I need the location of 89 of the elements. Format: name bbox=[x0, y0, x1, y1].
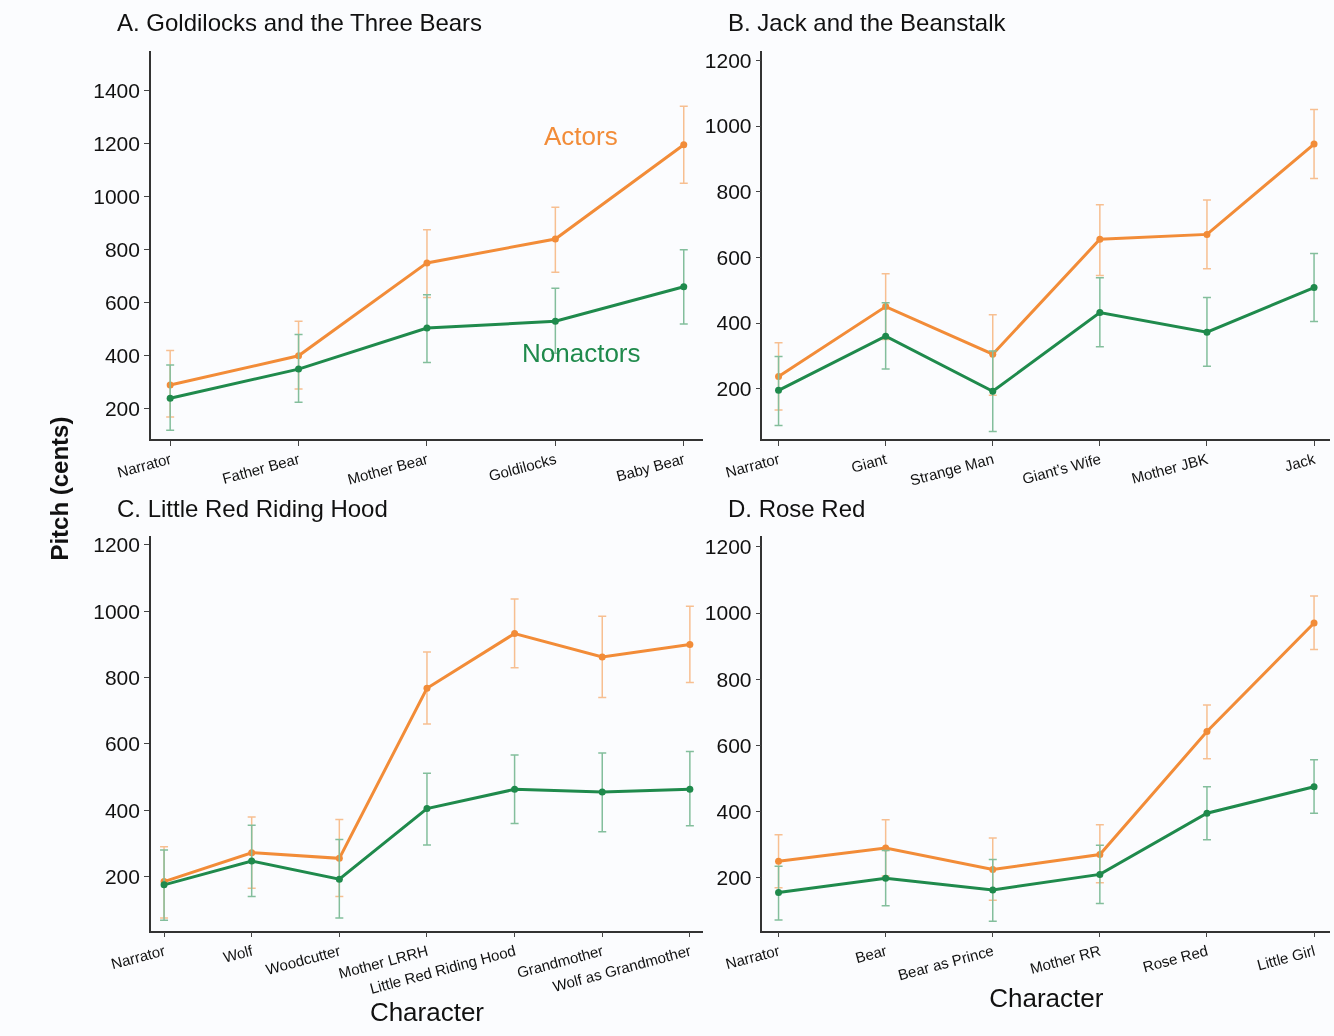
point bbox=[680, 141, 688, 149]
y-tick-label: 1000 bbox=[704, 601, 752, 625]
point bbox=[551, 235, 559, 243]
y-tick-label: 400 bbox=[716, 799, 752, 823]
chart-title: D. Rose Red bbox=[728, 495, 866, 522]
point bbox=[1310, 140, 1318, 148]
y-tick-label: 400 bbox=[104, 798, 140, 822]
point bbox=[1203, 230, 1211, 238]
y-tick-label: 1000 bbox=[93, 599, 140, 623]
y-tick-label: 1000 bbox=[93, 184, 140, 208]
y-tick-label: 200 bbox=[104, 864, 140, 888]
point bbox=[680, 283, 688, 291]
x-tick-label: Giant’s Wife bbox=[1020, 449, 1103, 488]
y-axis-title: Pitch (cents) bbox=[45, 416, 73, 561]
series-label: Nonactors bbox=[522, 338, 641, 368]
x-tick-label: Narrator bbox=[109, 941, 167, 973]
point bbox=[1203, 328, 1211, 336]
point bbox=[248, 857, 256, 865]
chart-title: C. Little Red Riding Hood bbox=[117, 495, 388, 522]
y-tick-label: 800 bbox=[104, 665, 140, 689]
point bbox=[775, 857, 783, 865]
y-tick-label: 600 bbox=[716, 733, 752, 757]
x-tick-label: Narrator bbox=[115, 449, 173, 481]
y-tick-label: 200 bbox=[104, 397, 140, 421]
point bbox=[686, 785, 694, 793]
x-tick-label: Bear bbox=[853, 941, 889, 967]
y-tick-label: 200 bbox=[716, 866, 752, 890]
point bbox=[511, 785, 519, 793]
point bbox=[775, 889, 783, 897]
y-tick-label: 600 bbox=[716, 245, 752, 269]
point bbox=[1203, 728, 1211, 735]
x-axis-title: Character bbox=[369, 996, 485, 1027]
point bbox=[423, 805, 431, 813]
y-tick-label: 1200 bbox=[704, 48, 752, 72]
point bbox=[882, 332, 890, 340]
y-tick-label: 400 bbox=[104, 344, 140, 368]
x-tick-label: Narrator bbox=[723, 941, 782, 973]
point bbox=[423, 684, 431, 692]
x-tick-label: Giant bbox=[849, 449, 890, 476]
point bbox=[882, 874, 890, 882]
y-tick-label: 600 bbox=[104, 291, 140, 315]
point bbox=[775, 386, 783, 394]
x-tick-label: Little Girl bbox=[1255, 941, 1317, 974]
point bbox=[1096, 870, 1104, 878]
x-tick-label: Narrator bbox=[723, 449, 782, 481]
x-tick-label: Mother JBK bbox=[1129, 449, 1210, 487]
y-tick-label: 1400 bbox=[93, 78, 140, 102]
point bbox=[1203, 809, 1211, 817]
x-tick-label: Baby Bear bbox=[614, 449, 687, 485]
y-tick-label: 800 bbox=[716, 667, 752, 691]
x-tick-label: Bear as Prince bbox=[896, 941, 996, 984]
point bbox=[989, 886, 997, 894]
y-tick-label: 800 bbox=[104, 237, 140, 261]
x-tick-label: Mother Bear bbox=[345, 449, 430, 488]
series-label: Actors bbox=[544, 121, 618, 151]
point bbox=[335, 875, 343, 883]
x-tick-label: Father Bear bbox=[220, 449, 302, 487]
point bbox=[1096, 235, 1104, 243]
y-tick-label: 600 bbox=[104, 732, 140, 756]
x-tick-label: Strange Man bbox=[908, 449, 996, 489]
y-tick-label: 800 bbox=[716, 180, 752, 204]
x-tick-label: Rose Red bbox=[1140, 941, 1210, 976]
point bbox=[1310, 783, 1318, 791]
point bbox=[423, 259, 431, 267]
y-tick-label: 1000 bbox=[704, 114, 752, 138]
point bbox=[511, 630, 519, 638]
point bbox=[423, 324, 431, 332]
chart-title: A. Goldilocks and the Three Bears bbox=[117, 9, 483, 36]
point bbox=[551, 317, 559, 325]
x-tick-label: Goldilocks bbox=[486, 449, 559, 485]
point bbox=[1310, 619, 1318, 627]
chart-title: B. Jack and the Beanstalk bbox=[728, 9, 1007, 36]
y-tick-label: 1200 bbox=[93, 131, 140, 155]
point bbox=[295, 365, 303, 373]
point bbox=[686, 640, 694, 648]
point bbox=[598, 788, 606, 796]
y-tick-label: 400 bbox=[716, 311, 752, 335]
y-tick-label: 1200 bbox=[93, 533, 140, 557]
x-axis-title: Character bbox=[989, 983, 1104, 1014]
point bbox=[1096, 309, 1104, 317]
x-tick-label: Jack bbox=[1282, 449, 1318, 475]
x-tick-label: Mother RR bbox=[1028, 941, 1103, 977]
point bbox=[989, 387, 997, 395]
point bbox=[166, 394, 174, 402]
x-tick-label: Wolf bbox=[221, 941, 256, 966]
y-tick-label: 1200 bbox=[704, 535, 752, 559]
y-tick-label: 200 bbox=[716, 377, 752, 401]
point bbox=[598, 653, 606, 661]
point bbox=[1310, 284, 1318, 292]
